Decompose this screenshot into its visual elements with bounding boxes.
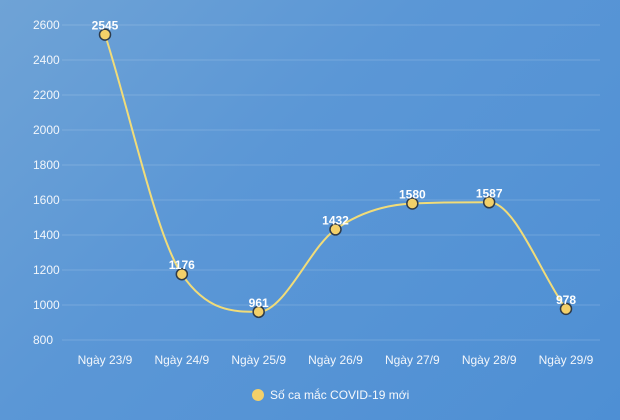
data-points bbox=[98, 28, 573, 319]
data-label-1: 2545 bbox=[92, 19, 119, 33]
y-tick-label-2600: 2600 bbox=[33, 18, 60, 32]
data-label-5: 1580 bbox=[399, 188, 426, 202]
data-point-2 bbox=[175, 267, 189, 281]
x-tick-label-2: Ngày 24/9 bbox=[154, 353, 209, 367]
y-tick-label-2400: 2400 bbox=[33, 53, 60, 67]
data-point-5 bbox=[406, 197, 419, 210]
x-tick-label-3: Ngày 25/9 bbox=[231, 353, 286, 367]
y-tick-label-1800: 1800 bbox=[33, 158, 60, 172]
y-tick-label-1400: 1400 bbox=[33, 228, 60, 242]
legend-marker bbox=[252, 389, 264, 401]
data-label-6: 1587 bbox=[476, 186, 503, 200]
data-point-3 bbox=[252, 305, 265, 319]
x-tick-label-5: Ngày 27/9 bbox=[385, 353, 440, 367]
data-label-2: 1176 bbox=[169, 258, 195, 272]
data-point-1 bbox=[98, 28, 112, 41]
y-tick-label-800: 800 bbox=[33, 333, 53, 347]
y-axis-ticks: 800 1000 1200 1400 1600 1800 2000 2200 2400 2600 bbox=[33, 18, 60, 347]
y-tick-label-2000: 2000 bbox=[33, 123, 60, 137]
data-label-4: 1432 bbox=[322, 213, 349, 227]
x-tick-label-6: Ngày 28/9 bbox=[462, 353, 517, 367]
data-point-7 bbox=[559, 302, 573, 316]
y-tick-label-1600: 1600 bbox=[33, 193, 60, 207]
grid-lines bbox=[62, 24, 600, 341]
y-tick-label-2200: 2200 bbox=[33, 88, 60, 102]
data-point-4 bbox=[329, 223, 342, 236]
data-label-7: 978 bbox=[556, 293, 576, 307]
data-label-3: 961 bbox=[249, 296, 269, 310]
legend: Số ca mắc COVID-19 mới bbox=[252, 387, 409, 402]
x-axis-ticks: Ngày 23/9 Ngày 24/9 Ngày 25/9 Ngày 26/9 Ngày… bbox=[78, 353, 594, 367]
x-tick-label-1: Ngày 23/9 bbox=[78, 353, 133, 367]
data-labels: 2545 1176 961 1432 1580 1587 978 bbox=[92, 19, 577, 310]
data-point-6 bbox=[482, 196, 496, 209]
x-tick-label-7: Ngày 29/9 bbox=[539, 353, 594, 367]
legend-label: Số ca mắc COVID-19 mới bbox=[270, 387, 409, 402]
y-tick-label-1000: 1000 bbox=[33, 298, 60, 312]
y-tick-label-1200: 1200 bbox=[33, 263, 60, 277]
x-tick-label-4: Ngày 26/9 bbox=[308, 353, 363, 367]
